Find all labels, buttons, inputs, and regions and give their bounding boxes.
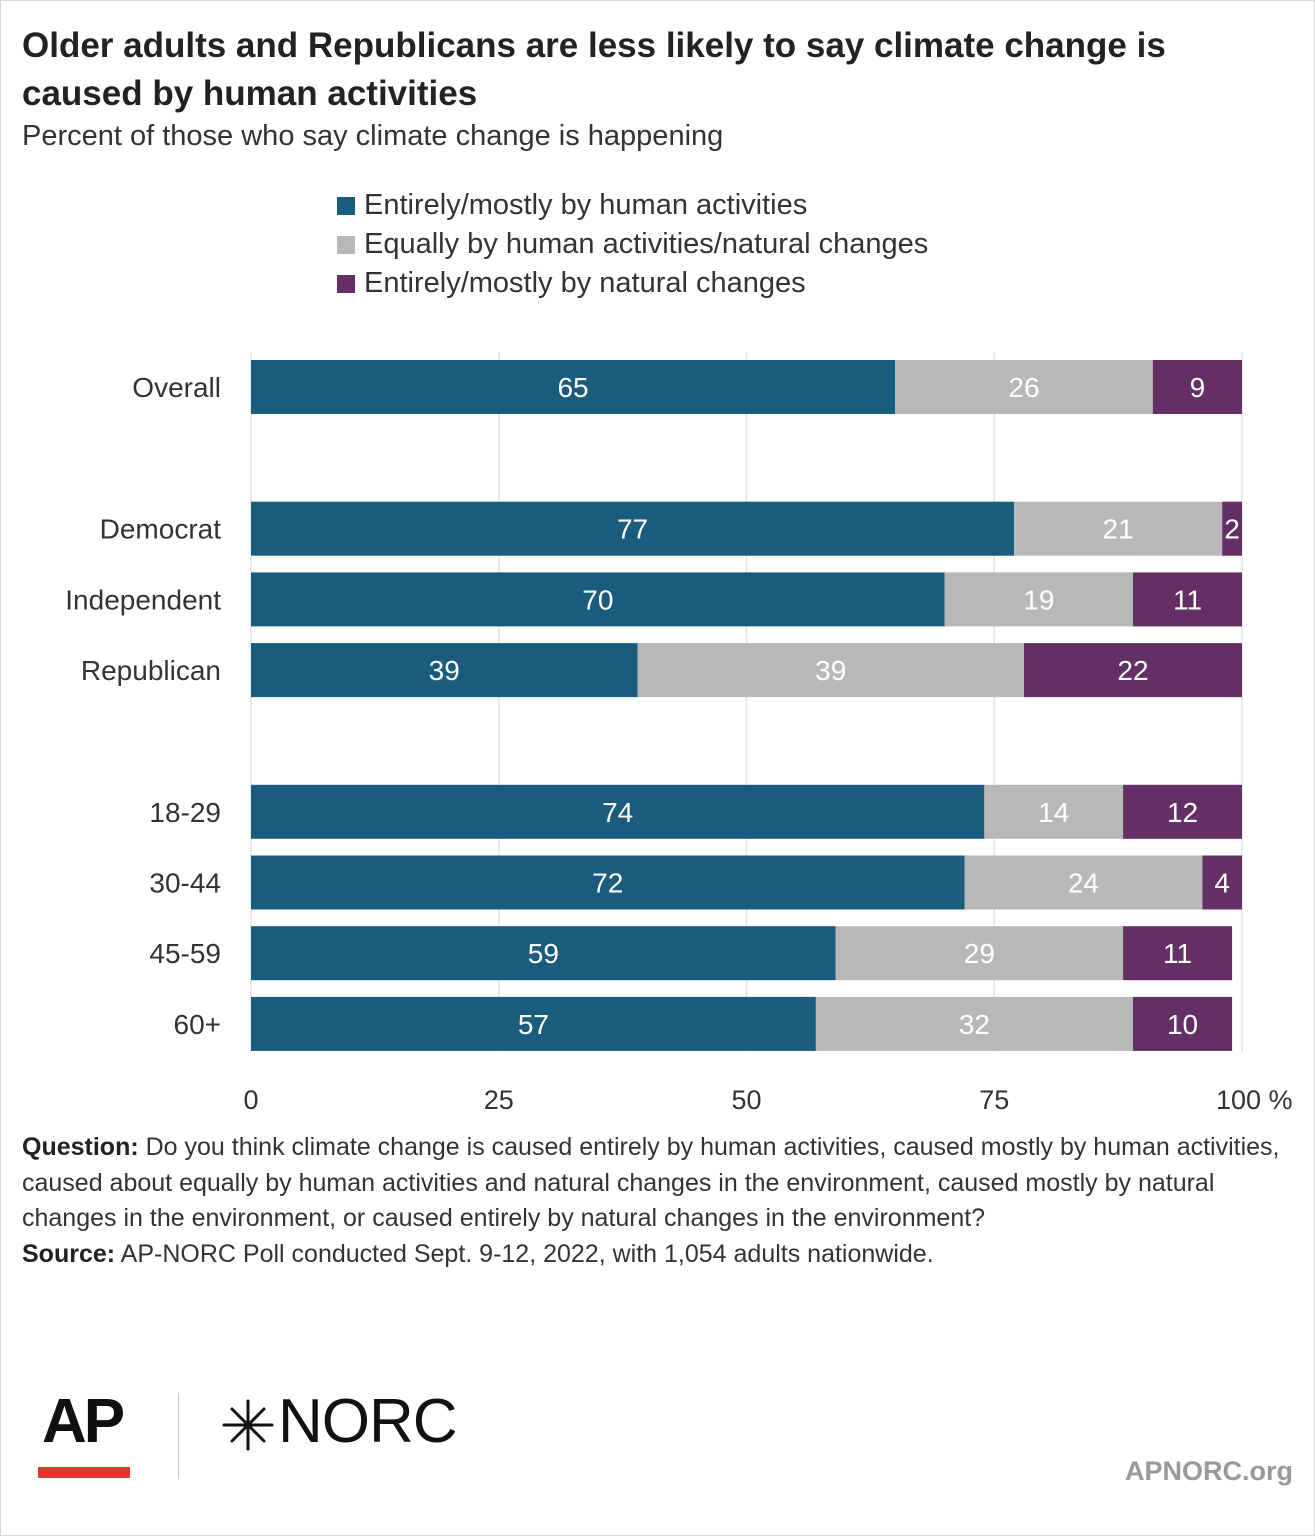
chart-notes: Question: Do you think climate change is… <box>22 1130 1297 1272</box>
legend-label-human: Entirely/mostly by human activities <box>364 189 808 221</box>
data-label: 2 <box>1224 514 1240 545</box>
data-label: 70 <box>582 584 613 615</box>
legend-item-equal: Equally by human activities/natural chan… <box>337 225 928 264</box>
legend-item-human: Entirely/mostly by human activities <box>337 186 928 225</box>
bar-segment <box>815 996 1133 1051</box>
question-text: Do you think climate change is caused en… <box>22 1133 1280 1232</box>
ap-logo: AP <box>42 1387 125 1456</box>
x-tick-label: 50 <box>731 1085 761 1115</box>
category-label: 30-44 <box>149 868 221 899</box>
site-url: APNORC.org <box>1125 1456 1293 1486</box>
bar-segment <box>251 996 816 1051</box>
data-label: 24 <box>1068 868 1099 899</box>
bar-segment <box>1123 784 1242 839</box>
bar-segment <box>251 360 896 414</box>
category-label: 60+ <box>174 1009 222 1040</box>
bar-segment <box>895 360 1153 414</box>
logo-divider <box>178 1393 179 1479</box>
data-label: 29 <box>964 938 995 969</box>
bar-segment <box>1132 996 1233 1051</box>
data-label: 77 <box>617 514 648 545</box>
bar-segment <box>251 926 836 981</box>
source-text: AP-NORC Poll conducted Sept. 9-12, 2022,… <box>120 1239 934 1268</box>
bar-segment <box>251 643 638 698</box>
data-label: 4 <box>1214 868 1230 899</box>
category-label: 18-29 <box>149 797 221 828</box>
bar-segment <box>1014 501 1223 556</box>
legend-item-natural: Entirely/mostly by natural changes <box>337 264 928 303</box>
data-label: 57 <box>518 1009 549 1040</box>
data-label: 10 <box>1167 1009 1198 1040</box>
data-label: 72 <box>592 868 623 899</box>
bar-segment <box>944 572 1133 627</box>
data-label: 39 <box>815 655 846 686</box>
bar-segment <box>251 784 985 839</box>
data-label: 65 <box>557 372 588 403</box>
x-tick-label: 100 % <box>1216 1085 1293 1115</box>
data-label: 11 <box>1163 938 1192 969</box>
bar-segment <box>1023 643 1242 698</box>
data-label: 59 <box>528 938 559 969</box>
data-label: 21 <box>1103 514 1134 545</box>
category-label: Independent <box>65 584 221 615</box>
data-label: 14 <box>1038 797 1069 828</box>
question-note: Question: Do you think climate change is… <box>22 1130 1297 1237</box>
legend-label-equal: Equally by human activities/natural chan… <box>364 228 929 260</box>
x-tick-label: 0 <box>243 1085 258 1115</box>
data-label: 11 <box>1173 584 1202 615</box>
chart-subtitle: Percent of those who say climate change … <box>22 120 724 152</box>
bar-segment <box>637 643 1024 698</box>
bar-segment <box>1222 501 1242 556</box>
x-tick-label: 75 <box>979 1085 1009 1115</box>
bar-segment <box>964 855 1203 910</box>
bar-segment <box>251 501 1015 556</box>
legend-label-natural: Entirely/mostly by natural changes <box>364 267 806 299</box>
source-label: Source: <box>22 1239 116 1268</box>
chart-title: Older adults and Republicans are less li… <box>22 26 1166 113</box>
footer-logos: AP NORC <box>38 1385 498 1485</box>
data-label: 22 <box>1117 655 1148 686</box>
data-label: 12 <box>1167 797 1198 828</box>
data-label: 39 <box>429 655 460 686</box>
data-label: 19 <box>1023 584 1054 615</box>
category-label: Overall <box>132 372 221 403</box>
category-label: Democrat <box>100 514 222 545</box>
data-label: 26 <box>1008 372 1039 403</box>
bar-segment <box>835 926 1124 981</box>
norc-logo: NORC <box>278 1387 458 1456</box>
legend-swatch-natural <box>337 274 355 293</box>
data-label: 32 <box>959 1009 990 1040</box>
ap-logo-bar <box>38 1467 130 1478</box>
bar-segment <box>251 572 945 627</box>
bar-segment <box>251 855 965 910</box>
data-label: 9 <box>1190 372 1206 403</box>
legend-swatch-equal <box>337 235 355 254</box>
bar-segment <box>1152 360 1242 414</box>
norc-star-icon <box>222 1399 274 1451</box>
bar-segment <box>1202 855 1242 910</box>
legend-swatch-human <box>337 196 355 215</box>
data-label: 74 <box>602 797 633 828</box>
legend: Entirely/mostly by human activities Equa… <box>337 186 928 303</box>
category-label: Republican <box>81 655 221 686</box>
bar-segment <box>984 784 1124 839</box>
bar-segment <box>1132 572 1242 627</box>
x-tick-label: 25 <box>484 1085 514 1115</box>
category-label: 45-59 <box>149 938 221 969</box>
bar-segment <box>1123 926 1233 981</box>
source-note: Source: AP-NORC Poll conducted Sept. 9-1… <box>22 1237 1297 1273</box>
question-label: Question: <box>22 1133 139 1161</box>
